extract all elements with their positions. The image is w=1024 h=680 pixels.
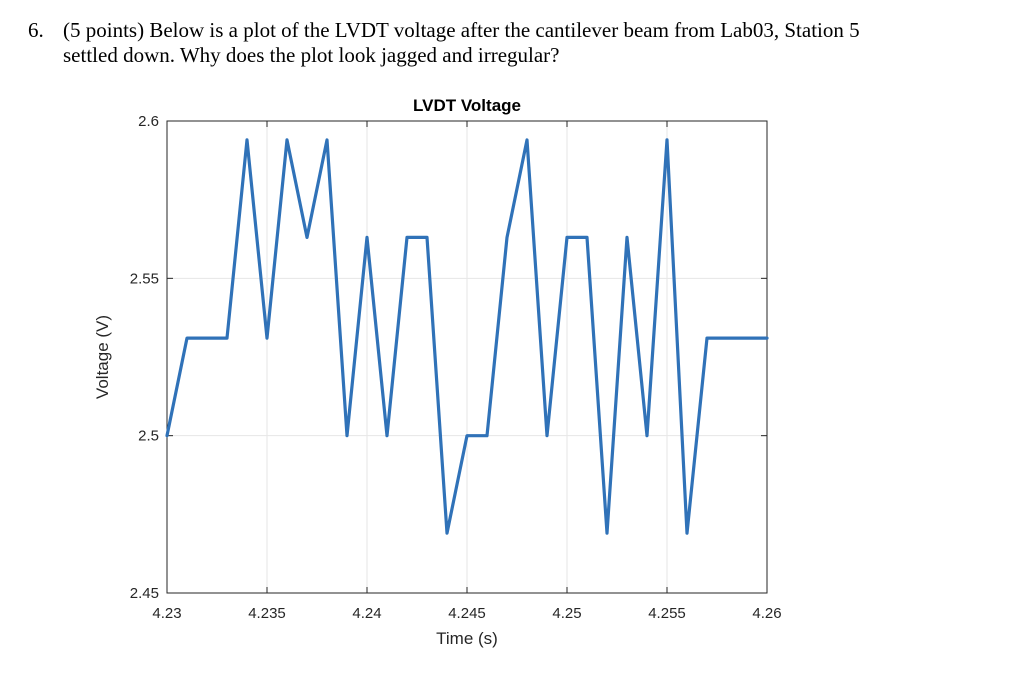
x-tick-label: 4.25	[552, 605, 581, 622]
x-tick-label: 4.23	[152, 605, 181, 622]
question-line-1: (5 points) Below is a plot of the LVDT v…	[63, 18, 860, 42]
series-line-voltage	[165, 138, 769, 535]
axis-ticks	[166, 120, 768, 594]
question-number: 6.	[28, 18, 44, 42]
x-tick-label: 4.235	[248, 605, 286, 622]
x-axis-label: Time (s)	[436, 629, 498, 648]
question-line-2: settled down. Why does the plot look jag…	[63, 43, 560, 67]
x-tick-label: 4.24	[352, 605, 381, 622]
question-text: 6. (5 points) Below is a plot of the LVDT…	[28, 18, 1008, 68]
x-tick-label: 4.245	[448, 605, 486, 622]
y-tick-label: 2.45	[130, 585, 159, 602]
y-tick-label: 2.6	[138, 113, 159, 130]
y-tick-label: 2.55	[130, 270, 159, 287]
y-axis-label: Voltage (V)	[93, 315, 112, 399]
x-tick-label: 4.255	[648, 605, 686, 622]
x-tick-label: 4.26	[752, 605, 781, 622]
tick-labels: 4.23 4.235 4.24 4.245 4.25 4.255 4.26 2.45 2.5 2.…	[130, 113, 782, 622]
y-tick-label: 2.5	[138, 428, 159, 445]
chart-title: LVDT Voltage	[413, 96, 521, 115]
